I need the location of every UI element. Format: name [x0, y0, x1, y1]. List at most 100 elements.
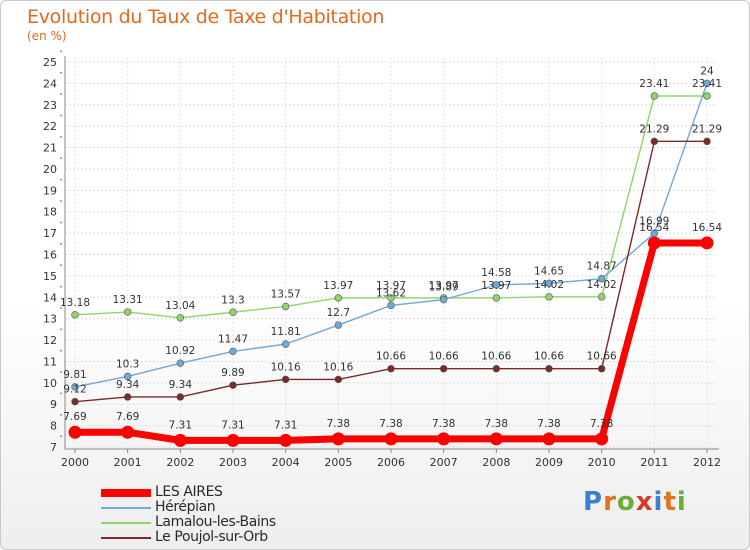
- x-tick-label: 2007: [430, 456, 458, 469]
- data-point: [545, 293, 553, 301]
- y-tick-label: 16: [43, 249, 57, 262]
- data-point: [281, 340, 290, 348]
- data-label: 9.12: [63, 384, 86, 396]
- data-label: 10.66: [481, 351, 511, 363]
- series-lamalou-les-bains: [71, 92, 711, 322]
- data-point: [703, 92, 711, 100]
- data-point: [226, 433, 240, 447]
- data-point: [492, 281, 501, 289]
- x-tick-label: 2012: [693, 456, 721, 469]
- data-point: [439, 295, 448, 304]
- data-point: [121, 425, 135, 439]
- data-point: [279, 433, 293, 447]
- y-minor-tick: [60, 178, 62, 181]
- y-minor-tick: [60, 307, 62, 309]
- y-tick-label: 23: [43, 99, 57, 112]
- x-tick-label: 2000: [61, 456, 89, 469]
- chart-title: Evolution du Taux de Taxe d'Habitation: [27, 6, 385, 28]
- data-label: 7.69: [63, 411, 86, 423]
- data-label: 14.87: [587, 261, 617, 273]
- data-label: 7.38: [590, 418, 613, 430]
- y-tick-label: 25: [43, 56, 57, 69]
- data-labels: 7.69 7.69 7.31 7.31 7.31 7.38 7.38 7.38 7.38 7.38…: [60, 65, 722, 431]
- data-point: [334, 375, 343, 384]
- data-point: [123, 393, 132, 401]
- y-minor-tick: [60, 414, 62, 416]
- x-tick-label: 2001: [114, 456, 142, 469]
- data-point: [123, 308, 132, 316]
- legend-label: Le Poujol-sur-Orb: [155, 529, 268, 545]
- data-point: [597, 293, 606, 301]
- data-label: 10.16: [323, 361, 353, 373]
- data-label: 7.38: [327, 418, 350, 430]
- data-point: [650, 137, 659, 146]
- data-label: 13.3: [221, 294, 244, 306]
- data-label: 10.66: [587, 351, 617, 363]
- data-point: [229, 308, 237, 316]
- data-label: 7.31: [221, 419, 244, 431]
- x-tick-label: 2005: [324, 456, 352, 469]
- series-herepian: [71, 79, 711, 391]
- data-label: 7.31: [169, 419, 192, 431]
- logo-letter: o: [616, 487, 636, 517]
- x-tick-label: 2008: [482, 456, 510, 469]
- data-point: [176, 314, 185, 322]
- data-label: 24: [700, 65, 714, 77]
- data-point: [334, 294, 343, 302]
- data-label: 7.38: [537, 418, 560, 430]
- data-label: 14.02: [587, 279, 617, 291]
- data-label: 10.66: [534, 351, 564, 363]
- data-point: [176, 359, 185, 367]
- data-point: [597, 365, 606, 373]
- data-point: [703, 137, 711, 146]
- data-label: 13.04: [165, 300, 195, 312]
- data-point: [334, 321, 343, 329]
- data-point: [703, 79, 711, 88]
- y-tick-label: 11: [43, 355, 57, 368]
- y-tick-label: 18: [43, 206, 57, 219]
- data-label: 9.81: [63, 369, 86, 381]
- x-tick-label: 2009: [535, 456, 563, 469]
- data-label: 21.29: [692, 123, 722, 135]
- legend-item-le-poujol-sur-orb: Le Poujol-sur-Orb: [101, 530, 401, 545]
- legend-item-herepian: Hérépian: [101, 500, 401, 515]
- y-tick-label: 10: [43, 377, 57, 390]
- data-label: 23.41: [692, 78, 722, 90]
- logo-letter: x: [635, 487, 654, 517]
- data-point: [229, 381, 237, 389]
- legend-swatch: [101, 489, 151, 497]
- data-point: [597, 274, 606, 283]
- y-minor-tick: [60, 50, 62, 53]
- y-minor-tick: [60, 392, 62, 395]
- data-label: 13.89: [429, 282, 459, 294]
- y-tick-label: 24: [43, 77, 57, 90]
- data-label: 13.57: [271, 288, 301, 300]
- y-tick-label: 13: [43, 313, 57, 326]
- y-minor-tick: [60, 242, 62, 245]
- x-tick-label: 2003: [219, 456, 247, 469]
- y-minor-tick: [60, 264, 62, 267]
- data-label: 14.02: [534, 279, 564, 291]
- data-point: [545, 279, 553, 288]
- data-point: [700, 236, 714, 250]
- data-point: [71, 311, 79, 319]
- proxiti-logo: Proxiti: [583, 487, 687, 517]
- y-minor-tick: [60, 371, 62, 374]
- data-label: 21.29: [639, 123, 669, 135]
- y-minor-tick: [60, 328, 62, 331]
- data-label: 16.54: [639, 222, 669, 234]
- data-label: 13.97: [481, 280, 511, 292]
- data-point: [387, 365, 395, 373]
- y-minor-tick: [60, 71, 62, 74]
- x-tick-label: 2011: [640, 456, 668, 469]
- x-tick-label: 2002: [166, 456, 194, 469]
- data-point: [387, 301, 395, 310]
- data-label: 7.38: [432, 418, 455, 430]
- data-label: 9.34: [116, 379, 140, 391]
- y-minor-tick: [60, 157, 62, 160]
- data-label: 11.81: [271, 326, 301, 338]
- series-les-aires: [68, 236, 714, 447]
- data-label: 12.7: [327, 307, 350, 319]
- data-point: [492, 294, 501, 302]
